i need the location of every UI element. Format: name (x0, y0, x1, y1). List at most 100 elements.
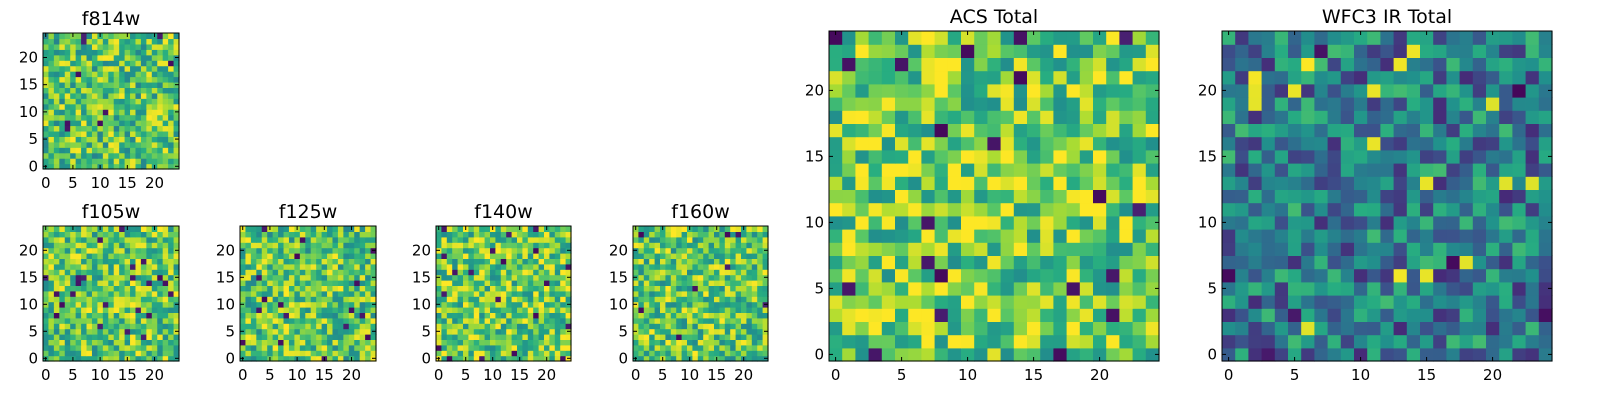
heatmap-cell (1066, 83, 1081, 98)
heatmap-cell (921, 149, 936, 164)
heatmap-cell (1433, 83, 1447, 98)
y-tick-label: 5 (1207, 279, 1217, 297)
heatmap-cell (294, 328, 301, 335)
heatmap-cell (633, 323, 639, 330)
heatmap-cell (1525, 242, 1540, 256)
heatmap-cell (533, 344, 540, 351)
heatmap-cell (1367, 70, 1381, 85)
heatmap-cell (895, 295, 909, 309)
heatmap-cell (1027, 229, 1041, 243)
heatmap-cell (267, 269, 274, 276)
heatmap-cell (1327, 110, 1342, 124)
heatmap-cell (1380, 281, 1395, 296)
heatmap-cell (288, 242, 295, 249)
heatmap-cell (751, 317, 758, 324)
heatmap-cell (1340, 242, 1355, 256)
heatmap-cell (1380, 149, 1395, 164)
heatmap-cell (1235, 97, 1249, 111)
heatmap-cell (64, 334, 71, 340)
heatmap-cell (102, 43, 109, 50)
heatmap-cell (522, 231, 529, 238)
heatmap-cell (97, 258, 104, 265)
heatmap-cell (1027, 97, 1041, 111)
heatmap-cell (327, 344, 334, 351)
heatmap-cell (934, 31, 949, 45)
heatmap-cell (1393, 44, 1408, 58)
heatmap-cell (267, 296, 274, 303)
heatmap-cell (921, 229, 936, 243)
heatmap-cell (1472, 83, 1487, 98)
heatmap-cell (446, 334, 453, 340)
heatmap-cell (299, 242, 306, 249)
heatmap-cell (327, 285, 334, 292)
heatmap-cell (681, 344, 688, 351)
heatmap-cell (1145, 163, 1160, 177)
heatmap-cell (665, 355, 672, 362)
heatmap-cell (746, 307, 753, 313)
heatmap-cell (1446, 268, 1461, 283)
heatmap-cell (332, 350, 339, 357)
heatmap-cell (1380, 255, 1395, 270)
heatmap-cell (649, 285, 656, 292)
heatmap-cell (1132, 149, 1147, 164)
heatmap-cell (500, 231, 507, 238)
heatmap-cell (842, 334, 856, 349)
heatmap-cell (1000, 163, 1015, 177)
heatmap-cell (75, 263, 82, 270)
heatmap-cell (549, 307, 556, 313)
heatmap-cell (278, 242, 285, 249)
heatmap-cell (48, 247, 55, 254)
heatmap-cell (1248, 97, 1263, 111)
axes-frame (239, 225, 377, 362)
heatmap-cell (692, 263, 699, 270)
heatmap-cell (151, 71, 158, 78)
heatmap-cell (1525, 202, 1540, 217)
heatmap-cell (638, 317, 645, 324)
heatmap-cell (868, 215, 883, 230)
heatmap-cell (102, 253, 109, 259)
heatmap-cell (310, 269, 317, 276)
heatmap-cell (70, 49, 77, 56)
heatmap-cell (81, 65, 88, 72)
heatmap-cell (974, 347, 988, 362)
heatmap-cell (1486, 83, 1500, 98)
heatmap-cell (441, 355, 448, 362)
heatmap-cell (1261, 97, 1276, 111)
heatmap-cell (359, 236, 366, 243)
heatmap-cell (97, 81, 104, 88)
heatmap-cell (43, 120, 50, 127)
heatmap-cell (64, 263, 71, 270)
heatmap-cell (288, 317, 295, 324)
heatmap-cell (332, 274, 339, 281)
heatmap-cell (1459, 295, 1474, 309)
heatmap-cell (75, 130, 82, 137)
heatmap-cell (135, 350, 142, 357)
heatmap-cell (517, 231, 523, 238)
heatmap-cell (934, 123, 949, 138)
heatmap-cell (538, 328, 545, 335)
heatmap-cell (463, 350, 469, 357)
heatmap-cell (517, 323, 523, 330)
heatmap-cell (91, 103, 98, 110)
heatmap-cell (511, 274, 518, 281)
heatmap-cell (500, 307, 507, 313)
heatmap-cell (1261, 295, 1276, 309)
heatmap-cell (1499, 189, 1513, 204)
heatmap-cell (370, 296, 377, 303)
heatmap-cell (500, 301, 507, 308)
heatmap-cell (703, 269, 710, 276)
heatmap-cell (522, 296, 529, 303)
heatmap-cell (1499, 176, 1513, 190)
heatmap-cell (1472, 110, 1487, 124)
heatmap-cell (714, 258, 720, 265)
heatmap-cell (714, 290, 720, 297)
heatmap-cell (757, 339, 764, 346)
heatmap-cell (354, 350, 361, 357)
heatmap-cell (256, 274, 263, 281)
heatmap-cell (1393, 97, 1408, 111)
heatmap-cell (140, 136, 147, 143)
heatmap-cell (119, 141, 126, 148)
heatmap-cell (1525, 83, 1540, 98)
heatmap-cell (1119, 268, 1134, 283)
heatmap-cell (119, 236, 126, 243)
